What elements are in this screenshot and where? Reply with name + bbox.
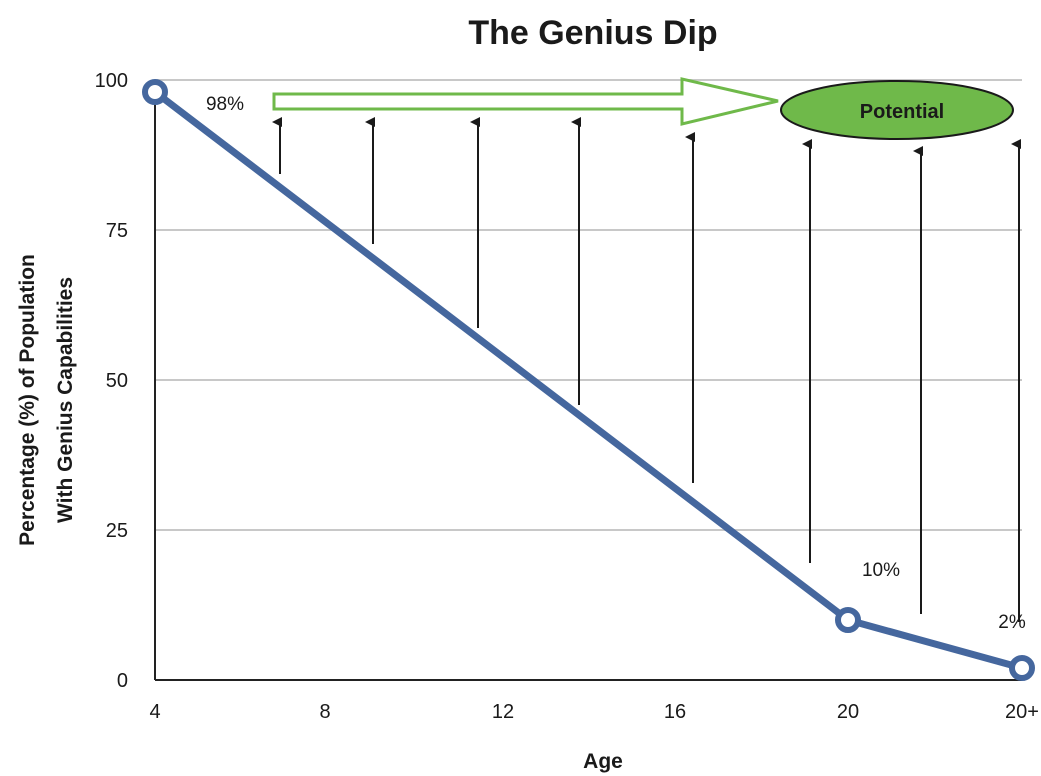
data-label: 2% — [998, 612, 1026, 633]
y-axis-label-line-1: Percentage (%) of Population — [16, 254, 39, 546]
data-label: 10% — [862, 560, 900, 581]
x-axis-ticks: 4 8 12 16 20 20+ — [149, 701, 1039, 723]
x-tick-label: 8 — [319, 701, 330, 723]
potential-up-arrows — [272, 117, 1021, 622]
potential-arrow — [272, 77, 779, 126]
x-axis-label: Age — [583, 750, 623, 773]
data-point — [142, 79, 168, 105]
chart-title: The Genius Dip — [468, 14, 717, 52]
potential-ellipse — [780, 80, 1014, 140]
x-tick-label: 12 — [492, 701, 514, 723]
x-tick-label: 20+ — [1005, 701, 1039, 723]
y-tick-label: 0 — [117, 670, 128, 692]
y-axis-label: Percentage (%) of Population With Genius… — [16, 254, 77, 546]
data-points — [142, 79, 1035, 681]
data-point — [835, 607, 861, 633]
y-axis-ticks: 0 25 50 75 100 — [95, 70, 128, 692]
y-tick-label: 75 — [106, 220, 128, 242]
y-tick-label: 100 — [95, 70, 128, 92]
data-point — [1009, 655, 1035, 681]
potential-label: Potential — [860, 101, 944, 123]
x-tick-label: 4 — [149, 701, 160, 723]
y-axis-label-line-2: With Genius Capabilities — [54, 277, 77, 523]
x-tick-label: 20 — [837, 701, 859, 723]
gridlines — [155, 79, 1022, 531]
x-tick-label: 16 — [664, 701, 686, 723]
y-tick-label: 25 — [106, 520, 128, 542]
y-tick-label: 50 — [106, 370, 128, 392]
data-label: 98% — [206, 94, 244, 115]
data-labels: 98% 10% 2% — [206, 94, 1026, 633]
